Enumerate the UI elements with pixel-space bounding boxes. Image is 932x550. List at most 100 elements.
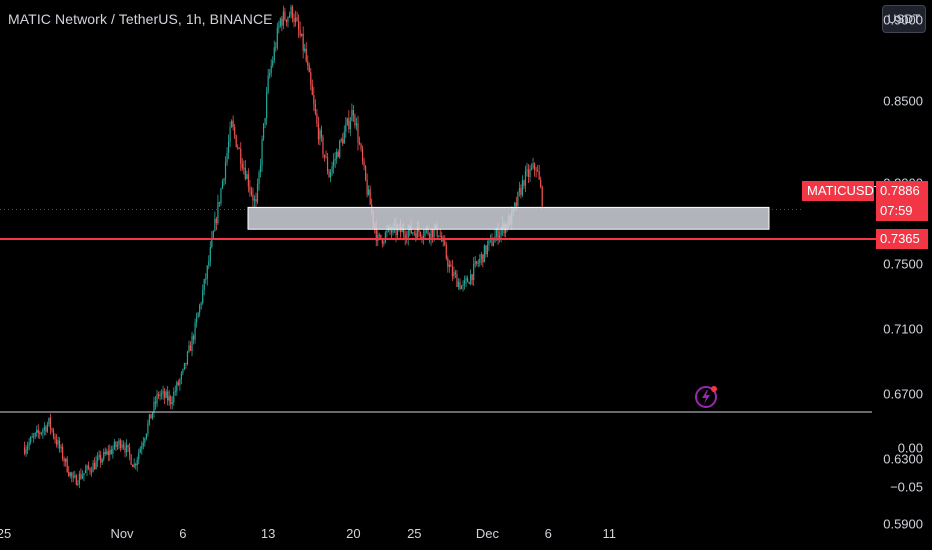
candle-body (319, 130, 321, 140)
candle-body (535, 169, 537, 171)
candle-body (419, 232, 422, 237)
candle-body (438, 235, 440, 237)
lightning-icon[interactable] (694, 384, 718, 408)
candle-body (454, 272, 457, 275)
candle-body (37, 429, 39, 433)
candle-body (71, 472, 73, 477)
candle-body (524, 170, 527, 186)
candle-body (442, 240, 444, 242)
candle-body (227, 142, 230, 153)
candle-body (345, 124, 347, 132)
candle-body (244, 167, 246, 180)
price-axis-label: 0.6700 (883, 386, 923, 402)
candle-body (447, 258, 449, 267)
candle-body (529, 169, 531, 178)
candle-body (130, 454, 132, 465)
candle-body (460, 285, 463, 290)
candle-body (302, 33, 304, 51)
candle-body (221, 180, 224, 189)
current-price-value: 0.7886 (880, 183, 920, 198)
symbol-name: MATICUSDT (807, 183, 882, 198)
price-axis-label: 0.6300 (883, 451, 923, 467)
candle-body (25, 449, 27, 454)
candle-body (154, 401, 157, 404)
candle-body (83, 473, 85, 476)
candle-body (363, 161, 365, 166)
candle-body (151, 412, 154, 419)
candle-body (314, 103, 316, 114)
candle-body (492, 242, 495, 246)
candle-body (477, 263, 479, 264)
candle-body (247, 174, 249, 187)
candle-body (518, 188, 520, 192)
candle-body (205, 278, 207, 280)
candle-body (343, 131, 345, 144)
candles (23, 4, 543, 489)
candle-body (361, 148, 364, 162)
candle-body (55, 439, 58, 445)
candle-body (253, 199, 256, 201)
candle-body (48, 417, 50, 425)
symbol-price-tag: MATICUSDT (802, 181, 882, 201)
candle-body (57, 440, 59, 445)
candle-body (68, 472, 70, 476)
candle-body (215, 218, 217, 224)
candle-body (86, 465, 88, 471)
candle-body (261, 139, 263, 166)
resistance-zone[interactable] (247, 206, 770, 230)
candle-body (436, 224, 438, 237)
candle-body (287, 17, 289, 23)
candle-body (250, 190, 253, 195)
candle-body (369, 189, 371, 205)
candle-body (299, 30, 301, 36)
candle-body (199, 305, 201, 313)
candle-body (54, 436, 56, 440)
candle-body (451, 266, 453, 277)
candle-body (325, 157, 327, 158)
candle-body (100, 455, 102, 463)
candle-body (463, 280, 466, 285)
candle-body (365, 165, 367, 180)
candle-body (133, 463, 135, 467)
candle-body (119, 440, 122, 449)
candle-body (267, 75, 269, 93)
candle-body (90, 471, 93, 473)
candle-body (339, 140, 341, 158)
candle-body (167, 391, 169, 401)
candle-body (191, 335, 193, 352)
candle-body (197, 312, 199, 318)
candle-body (301, 33, 303, 36)
candle-body (483, 245, 485, 263)
candle-body (165, 391, 167, 398)
candle-body (132, 464, 134, 467)
time-axis-label: 6 (544, 526, 552, 541)
candle-body (368, 189, 370, 195)
candle-body (358, 142, 361, 145)
candle-body (185, 362, 187, 365)
candle-body (104, 451, 106, 454)
candle-body (294, 17, 297, 23)
candle-body (135, 463, 137, 466)
candle-body (264, 118, 266, 124)
candle-body (127, 444, 129, 448)
candle-body (340, 139, 342, 141)
candle-body (240, 148, 242, 165)
candle-body (89, 468, 91, 472)
candle-body (203, 279, 205, 291)
candle-body (291, 6, 294, 19)
candle-body (92, 463, 94, 473)
chart-title: MATIC Network / TetherUS, 1h, BINANCE (8, 11, 273, 27)
candle-body (31, 437, 33, 438)
time-axis-label: 13 (260, 526, 276, 541)
indicator-axis-label: 0.00 (897, 440, 923, 456)
candle-body (413, 232, 415, 234)
price-axis-label: 0.5900 (883, 516, 923, 532)
candle-body (431, 228, 434, 238)
candle-body (95, 460, 97, 470)
candle-body (403, 228, 405, 235)
currency-button[interactable]: USDT (882, 5, 926, 33)
candle-body (75, 475, 77, 485)
candle-body (258, 172, 260, 184)
candle-body (323, 154, 326, 158)
